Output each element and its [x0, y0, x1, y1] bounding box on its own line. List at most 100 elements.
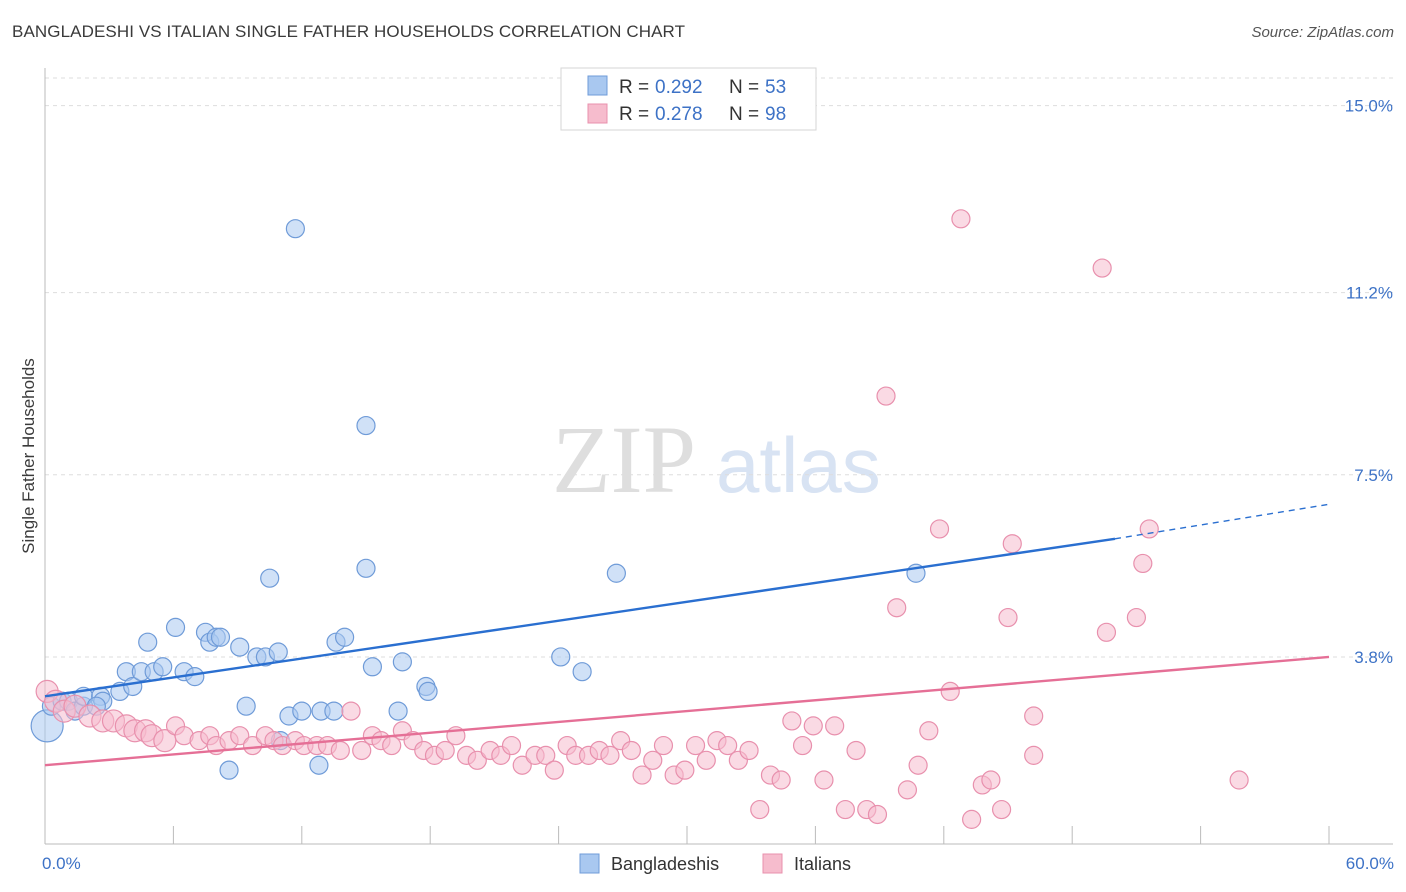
- bangladeshi-point: [165, 617, 186, 638]
- italian-point: [998, 607, 1018, 628]
- bangladeshi-point: [324, 701, 344, 721]
- bangladeshi-point: [268, 642, 288, 662]
- bangladeshi-point: [153, 657, 173, 677]
- bangladeshi-point: [236, 696, 256, 716]
- italian-point: [1133, 553, 1153, 574]
- italian-point: [897, 780, 918, 800]
- trend-line-bangladeshis: [44, 537, 1116, 698]
- italian-point: [501, 735, 522, 756]
- italian-point: [632, 765, 652, 785]
- series-italians-points: [35, 209, 1249, 829]
- italian-point: [1024, 745, 1044, 765]
- italian-point: [675, 760, 695, 780]
- bottom-legend-label-italians: Italians: [794, 854, 851, 874]
- bangladeshi-point: [285, 219, 305, 239]
- bangladeshi-point: [292, 701, 312, 721]
- italian-point: [467, 750, 487, 770]
- italian-point: [803, 716, 823, 736]
- italian-point: [435, 740, 455, 761]
- italian-point: [951, 209, 971, 229]
- italian-point: [621, 740, 641, 761]
- grid-lines: [45, 77, 1393, 658]
- legend-swatch-bangladeshis: [587, 75, 608, 96]
- italian-point: [929, 519, 950, 539]
- italian-point: [600, 745, 620, 765]
- italian-point: [1024, 706, 1044, 726]
- y-tick-label: 3.8%: [1354, 648, 1393, 667]
- bangladeshi-point: [392, 652, 412, 672]
- legend-n-value-1: 53: [765, 77, 786, 98]
- y-tick-label: 15.0%: [1345, 97, 1393, 116]
- bangladeshi-point: [309, 755, 329, 775]
- italian-point: [991, 799, 1012, 820]
- italian-point: [341, 701, 361, 721]
- bangladeshi-point: [230, 637, 250, 657]
- bangladeshi-point: [418, 681, 438, 702]
- legend-r-value-2: 0.278: [655, 104, 703, 125]
- x-tick-label-min: 0.0%: [42, 854, 81, 873]
- bangladeshi-point: [551, 647, 571, 667]
- legend-r-value-1: 0.292: [655, 77, 703, 98]
- bangladeshi-point: [210, 627, 231, 647]
- bangladeshi-point: [138, 632, 158, 652]
- italian-point: [536, 745, 556, 765]
- legend-n-label-2: N =: [729, 104, 759, 125]
- italian-point: [1126, 607, 1147, 628]
- bangladeshi-point: [572, 662, 592, 682]
- italian-point: [962, 809, 982, 829]
- italian-point: [887, 598, 907, 618]
- italian-point: [1092, 258, 1112, 278]
- x-tick-label-max: 60.0%: [1346, 854, 1394, 873]
- italian-point: [867, 804, 888, 825]
- italian-point: [1096, 622, 1117, 642]
- bangladeshi-point: [606, 563, 626, 583]
- italian-point: [792, 735, 813, 756]
- italian-point: [330, 740, 350, 761]
- italian-point: [825, 716, 845, 736]
- italian-point: [1002, 534, 1022, 554]
- y-axis-title: Single Father Households: [19, 358, 38, 554]
- trend-line-bangladeshis-extension: [1114, 503, 1330, 540]
- trend-line-italians: [44, 655, 1330, 767]
- italian-point: [653, 735, 674, 756]
- bangladeshi-point: [388, 701, 408, 721]
- italian-point: [814, 770, 834, 790]
- italian-point: [876, 386, 896, 406]
- italian-point: [1139, 519, 1159, 539]
- italian-point: [153, 729, 177, 753]
- bangladeshi-point: [356, 558, 376, 578]
- y-tick-label: 11.2%: [1346, 284, 1393, 303]
- italian-point: [512, 755, 532, 775]
- italian-point: [908, 755, 928, 775]
- italian-point: [230, 726, 250, 746]
- bangladeshi-point: [335, 627, 355, 647]
- bangladeshi-point: [219, 760, 239, 780]
- italian-point: [643, 750, 663, 770]
- bottom-legend: Bangladeshis Italians: [579, 853, 851, 874]
- bangladeshi-point: [260, 568, 280, 588]
- italian-point: [352, 740, 372, 761]
- italian-point: [242, 735, 263, 756]
- italian-point: [940, 681, 960, 702]
- italian-point: [750, 799, 770, 820]
- legend: R = 0.292 N = 53 R = 0.278 N = 98: [560, 67, 817, 131]
- italian-point: [1229, 770, 1249, 790]
- bangladeshi-point: [356, 415, 376, 436]
- bottom-legend-swatch-bangladeshis: [579, 853, 600, 874]
- italian-point: [718, 735, 738, 756]
- italian-point: [739, 740, 759, 761]
- legend-n-value-2: 98: [765, 104, 786, 125]
- watermark-atlas: atlas: [716, 421, 881, 509]
- legend-swatch-italians: [587, 103, 608, 124]
- italian-point: [696, 750, 716, 770]
- italian-point: [835, 799, 855, 820]
- legend-n-label-1: N =: [729, 77, 759, 98]
- italian-point: [782, 711, 802, 731]
- y-tick-label: 7.5%: [1354, 466, 1393, 485]
- x-ticks: [44, 826, 1330, 844]
- bangladeshi-point: [185, 667, 205, 687]
- bottom-legend-swatch-italians: [762, 853, 783, 874]
- source-label: Source: ZipAtlas.com: [1251, 24, 1394, 41]
- trend-lines: [44, 503, 1330, 767]
